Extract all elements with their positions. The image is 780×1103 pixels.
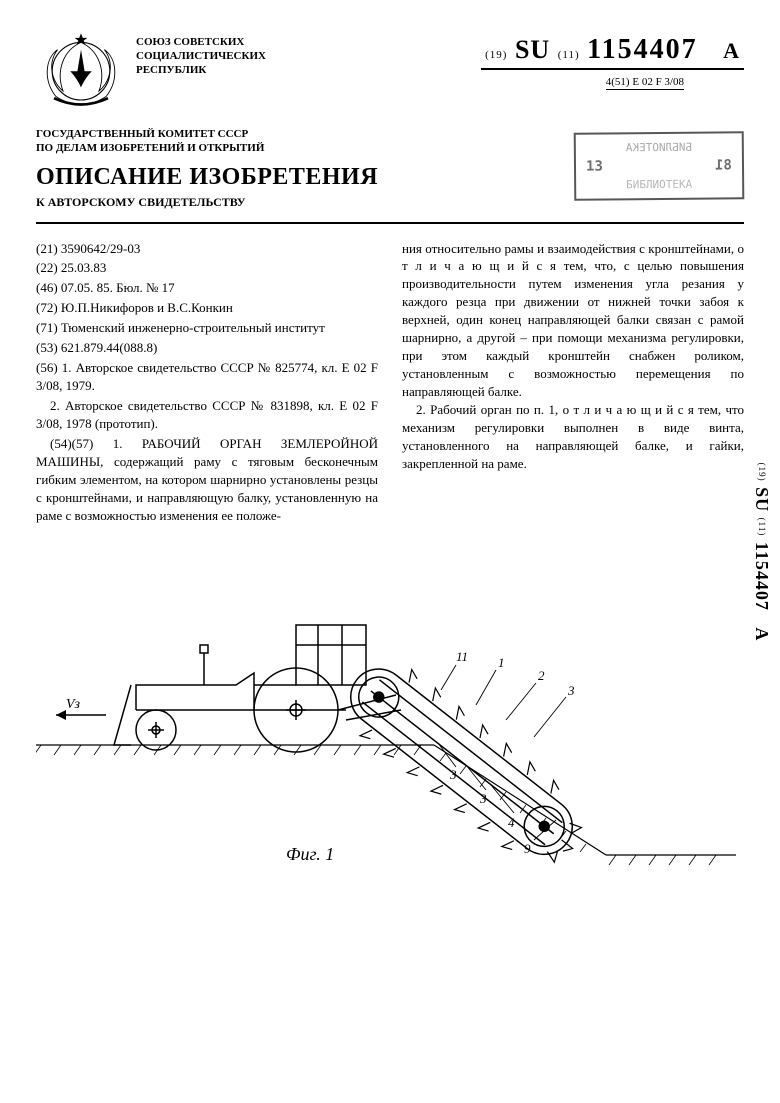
svg-text:Vз: Vз	[66, 697, 81, 712]
abstract-p1: ния относительно рамы и взаимодействия с…	[402, 240, 744, 401]
kind-code: A	[723, 38, 740, 63]
field-56b: 2. Авторское свидетельство СССР № 831898…	[36, 397, 378, 433]
field-21: (21) 3590642/29-03	[36, 240, 378, 258]
divider	[36, 222, 744, 224]
ipc-classification: 4(51) E 02 F 3/08	[276, 76, 744, 88]
figure-caption: Фиг. 1	[286, 844, 334, 865]
document-subtitle: К АВТОРСКОМУ СВИДЕТЕЛЬСТВУ	[36, 195, 564, 210]
document-number: (19) SU (11) 1154407 A	[481, 34, 744, 70]
stamp-text: БИБЛИОТЕКА	[626, 177, 692, 191]
code-11: (11)	[558, 49, 580, 61]
ipc-prefix: 4(51)	[606, 76, 630, 90]
union-line: РЕСПУБЛИК	[136, 64, 266, 78]
country-code: SU	[515, 35, 550, 64]
side-code-11: (11)	[757, 517, 767, 536]
title-row: ОПИСАНИЕ ИЗОБРЕТЕНИЯ К АВТОРСКОМУ СВИДЕТ…	[36, 162, 744, 210]
union-line: СОЦИАЛИСТИЧЕСКИХ	[136, 50, 266, 64]
ipc-code: E 02 F 3/08	[632, 76, 684, 90]
field-22: (22) 25.03.83	[36, 259, 378, 277]
svg-text:3: 3	[449, 767, 457, 782]
body-columns: (21) 3590642/29-03 (22) 25.03.83 (46) 07…	[36, 240, 744, 527]
field-46: (46) 07.05. 85. Бюл. № 17	[36, 279, 378, 297]
side-country: SU	[752, 487, 772, 512]
union-line: СОЮЗ СОВЕТСКИХ	[136, 36, 266, 50]
stamp-text: БИБЛИОТЕКА	[626, 140, 692, 154]
side-number: 1154407	[752, 541, 772, 610]
svg-text:2: 2	[538, 668, 545, 683]
patent-number: 1154407	[587, 34, 697, 65]
abstract-p2: 2. Рабочий орган по п. 1, о т л и ч а ю …	[402, 401, 744, 473]
field-72: (72) Ю.П.Никифоров и В.С.Конкин	[36, 299, 378, 317]
union-name: СОЮЗ СОВЕТСКИХ СОЦИАЛИСТИЧЕСКИХ РЕСПУБЛИ…	[136, 36, 266, 77]
library-stamp: БИБЛИОТЕКА 13 81 БИБЛИОТЕКА	[574, 131, 745, 200]
svg-text:9: 9	[524, 841, 531, 856]
svg-text:1: 1	[498, 655, 505, 670]
document-number-block: (19) SU (11) 1154407 A 4(51) E 02 F 3/08	[276, 34, 744, 88]
svg-text:3: 3	[567, 683, 575, 698]
figure-1: Vз	[36, 545, 744, 895]
code-19: (19)	[485, 49, 507, 61]
column-left: (21) 3590642/29-03 (22) 25.03.83 (46) 07…	[36, 240, 378, 527]
stamp-num: 13	[586, 158, 603, 174]
field-54-57: (54)(57) 1. РАБОЧИЙ ОРГАН ЗЕМЛЕРОЙНОЙ МА…	[36, 435, 378, 525]
state-emblem	[36, 28, 126, 118]
svg-text:4: 4	[508, 815, 515, 830]
side-document-number: (19) SU (11) 1154407 A	[751, 462, 772, 641]
field-53: (53) 621.879.44(088.8)	[36, 339, 378, 357]
stamp-num: 81	[715, 157, 732, 173]
column-right: ния относительно рамы и взаимодействия с…	[402, 240, 744, 527]
field-56a: (56) 1. Авторское свидетельство СССР № 8…	[36, 359, 378, 395]
header-row: СОЮЗ СОВЕТСКИХ СОЦИАЛИСТИЧЕСКИХ РЕСПУБЛИ…	[36, 28, 744, 118]
side-suffix: A	[752, 627, 772, 641]
document-title: ОПИСАНИЕ ИЗОБРЕТЕНИЯ	[36, 164, 564, 191]
field-71: (71) Тюменский инженерно-строительный ин…	[36, 319, 378, 337]
svg-text:11: 11	[456, 649, 468, 664]
svg-text:3: 3	[479, 791, 487, 806]
side-code-19: (19)	[757, 462, 767, 481]
